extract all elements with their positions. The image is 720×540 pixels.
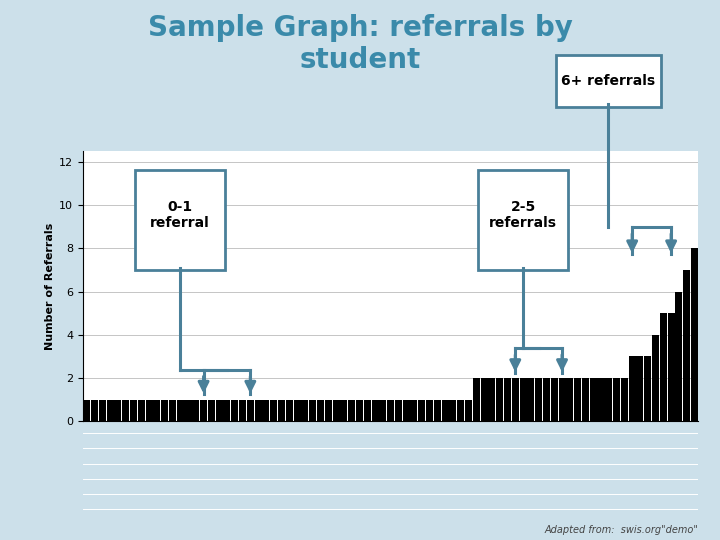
Bar [231, 400, 238, 421]
Bar [372, 400, 379, 421]
Bar [667, 313, 675, 421]
Bar [145, 400, 153, 421]
Bar [208, 400, 215, 421]
Bar [176, 400, 184, 421]
Bar [402, 400, 410, 421]
Bar [278, 400, 285, 421]
Bar [153, 400, 161, 421]
Bar [457, 400, 464, 421]
Bar [512, 378, 519, 421]
Bar [169, 400, 176, 421]
Bar [302, 400, 308, 421]
Bar [325, 400, 332, 421]
Bar [255, 400, 261, 421]
Bar [683, 270, 690, 421]
Bar [114, 400, 122, 421]
Bar [426, 400, 433, 421]
Bar [535, 378, 542, 421]
Bar [99, 400, 106, 421]
Bar [130, 400, 137, 421]
Text: 0-1
referral: 0-1 referral [150, 200, 210, 230]
Bar [364, 400, 371, 421]
Bar [559, 378, 565, 421]
Bar [309, 400, 316, 421]
Bar [582, 378, 589, 421]
Bar [184, 400, 192, 421]
Bar [441, 400, 449, 421]
Bar [691, 248, 698, 421]
Bar [473, 378, 480, 421]
Text: Adapted from:  swis.org"demo": Adapted from: swis.org"demo" [544, 524, 698, 535]
Y-axis label: Number of Referrals: Number of Referrals [45, 222, 55, 350]
Bar [543, 378, 550, 421]
Bar [216, 400, 222, 421]
Bar [504, 378, 511, 421]
Bar [341, 400, 347, 421]
Bar [138, 400, 145, 421]
Bar [644, 356, 652, 421]
Bar [675, 292, 683, 421]
Bar [410, 400, 418, 421]
Bar [606, 378, 612, 421]
Bar [262, 400, 269, 421]
Bar [270, 400, 277, 421]
Bar [418, 400, 426, 421]
Bar [294, 400, 300, 421]
Text: 6+ referrals: 6+ referrals [562, 74, 655, 88]
Bar [356, 400, 363, 421]
Bar [636, 356, 644, 421]
Bar [434, 400, 441, 421]
Bar [223, 400, 230, 421]
Bar [247, 400, 254, 421]
Bar [107, 400, 114, 421]
Bar [629, 356, 636, 421]
Bar [520, 378, 526, 421]
Bar [652, 335, 659, 421]
Bar [387, 400, 394, 421]
Bar [488, 378, 495, 421]
Bar [333, 400, 340, 421]
Bar [239, 400, 246, 421]
Bar [348, 400, 355, 421]
Bar [317, 400, 324, 421]
Bar [379, 400, 387, 421]
Bar [161, 400, 168, 421]
Bar [395, 400, 402, 421]
Bar [91, 400, 98, 421]
Text: student: student [300, 46, 420, 74]
Bar [590, 378, 597, 421]
Bar [192, 400, 199, 421]
Bar [84, 400, 90, 421]
Bar [286, 400, 293, 421]
Text: 2-5
referrals: 2-5 referrals [489, 200, 557, 230]
Bar [122, 400, 129, 421]
Bar [660, 313, 667, 421]
Bar [567, 378, 573, 421]
Text: Sample Graph: referrals by: Sample Graph: referrals by [148, 14, 572, 42]
Bar [551, 378, 558, 421]
Bar [465, 400, 472, 421]
Bar [621, 378, 628, 421]
Bar [449, 400, 456, 421]
Bar [598, 378, 605, 421]
Bar [481, 378, 487, 421]
Bar [200, 400, 207, 421]
Bar [613, 378, 620, 421]
Bar [574, 378, 581, 421]
Bar [527, 378, 534, 421]
Bar [496, 378, 503, 421]
